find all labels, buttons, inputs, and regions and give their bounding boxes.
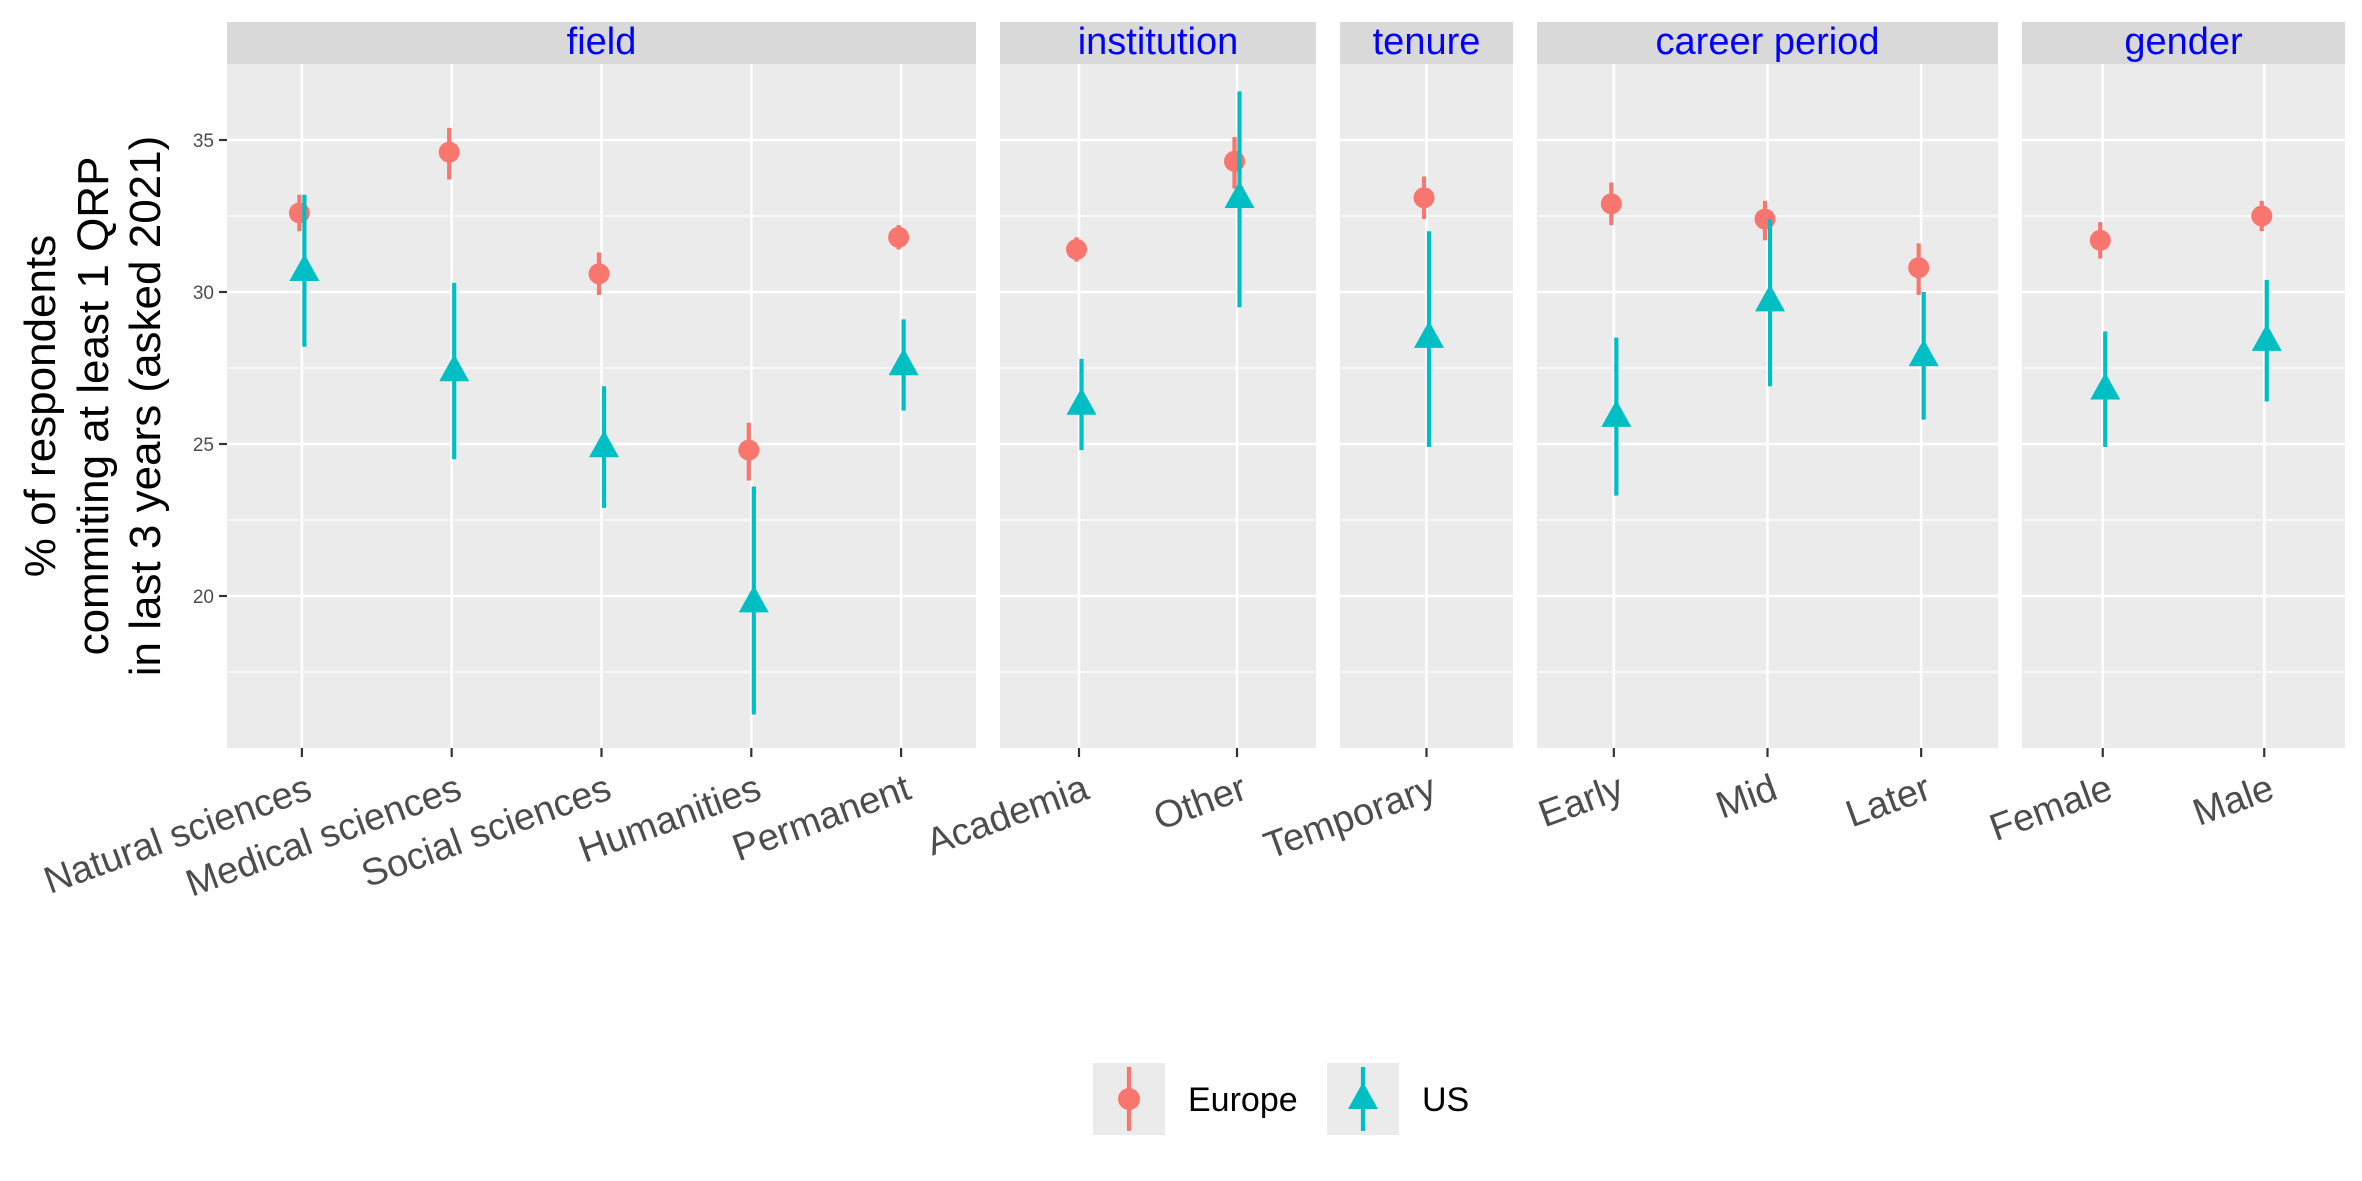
panel-background [2022, 64, 2345, 748]
point-europe-academia [1066, 237, 1087, 262]
point-marker [289, 253, 320, 281]
legend-label: Europe [1188, 1081, 1298, 1119]
y-axis: 20 25 30 35 [193, 131, 227, 608]
point-europe-humanities [738, 422, 760, 481]
point-us-early [1601, 337, 1632, 496]
point-marker [2251, 323, 2282, 351]
point-us-temporary [1414, 231, 1444, 448]
x-tick-label: Academia [921, 767, 1095, 865]
point-us-female [2090, 331, 2121, 448]
point-marker [1908, 257, 1930, 279]
point-europe-early [1600, 182, 1622, 226]
point-marker [288, 202, 310, 224]
x-tick-label: Female [1984, 767, 2117, 850]
point-us-other [1224, 91, 1255, 308]
strip-label: tenure [1373, 21, 1481, 63]
point-us-social-sciences [589, 386, 619, 508]
x-tick-label: Later [1840, 767, 1936, 836]
legend-key-marker [1118, 1088, 1140, 1110]
point-marker [589, 430, 619, 458]
y-axis-title: % of respondents commiting at least 1 QRP… [16, 136, 170, 677]
strip-background [1340, 22, 1513, 64]
point-europe-female [2089, 222, 2111, 259]
point-marker [888, 226, 910, 248]
point-us-medical-sciences [439, 282, 470, 460]
panel-institution: institution Academia Other [921, 21, 1316, 864]
point-marker [2089, 229, 2111, 251]
y-tick-label: 30 [193, 283, 214, 304]
point-europe-permanent [888, 225, 910, 250]
strip-background [1537, 22, 1998, 64]
panel-background [1000, 64, 1316, 748]
strip-label: career period [1656, 21, 1880, 63]
strip-background [1000, 22, 1316, 64]
y-axis-title-line: in last 3 years (asked 2021) [121, 136, 170, 677]
point-marker [2090, 372, 2121, 400]
point-europe-temporary [1413, 176, 1435, 220]
point-marker [1600, 193, 1622, 215]
point-marker [438, 141, 460, 163]
point-marker [888, 348, 919, 376]
point-marker [2251, 205, 2273, 227]
panel-career-period: career period Early Mid Later [1533, 21, 1998, 836]
point-marker [1414, 320, 1444, 348]
point-us-male [2251, 279, 2282, 402]
point-marker [738, 585, 769, 613]
strip-label: field [567, 21, 637, 63]
point-us-academia [1066, 358, 1097, 451]
point-us-permanent [888, 319, 919, 411]
x-tick-label: Other [1148, 767, 1252, 839]
x-tick-label: Mid [1711, 767, 1783, 827]
point-marker [439, 354, 470, 382]
point-europe-later [1908, 243, 1930, 296]
point-marker [1755, 284, 1785, 312]
strip-label: gender [2124, 21, 2243, 63]
legend-label: US [1422, 1081, 1469, 1119]
point-marker [1754, 208, 1776, 230]
point-marker [1224, 150, 1245, 172]
legend: Europe US [1093, 1063, 1469, 1135]
strip-background [227, 22, 976, 64]
point-marker [1908, 339, 1939, 367]
point-europe-medical-sciences [438, 127, 460, 180]
legend-item-us: US [1327, 1063, 1469, 1135]
y-tick-label: 20 [193, 587, 214, 608]
point-marker [588, 263, 610, 285]
x-tick-label: Temporary [1259, 767, 1442, 868]
point-marker [738, 439, 760, 461]
point-us-natural-sciences [289, 194, 320, 347]
x-tick-label: Early [1533, 767, 1629, 836]
point-marker [1601, 399, 1632, 427]
point-us-humanities [738, 486, 769, 715]
point-us-later [1908, 292, 1939, 420]
point-europe-male [2251, 200, 2273, 232]
point-marker [1224, 181, 1255, 209]
legend-item-europe: Europe [1093, 1063, 1298, 1135]
legend-key-marker [1348, 1082, 1378, 1109]
strip-label: institution [1078, 21, 1239, 63]
y-axis-title-line: commiting at least 1 QRP [69, 157, 118, 656]
y-tick-label: 35 [193, 131, 214, 152]
x-tick-label: Male [2188, 767, 2280, 835]
point-europe-social-sciences [588, 252, 610, 296]
y-axis-title-line: % of respondents [16, 235, 65, 577]
point-us-mid [1755, 219, 1785, 387]
strip-background [2022, 22, 2345, 64]
point-marker [1066, 238, 1087, 260]
point-marker [1413, 187, 1435, 209]
y-tick-label: 25 [193, 435, 214, 456]
point-marker [1066, 387, 1097, 415]
panel-gender: gender Female Male [1984, 21, 2345, 850]
